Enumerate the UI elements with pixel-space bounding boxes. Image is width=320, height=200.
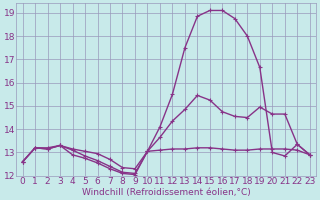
X-axis label: Windchill (Refroidissement éolien,°C): Windchill (Refroidissement éolien,°C) [82,188,251,197]
